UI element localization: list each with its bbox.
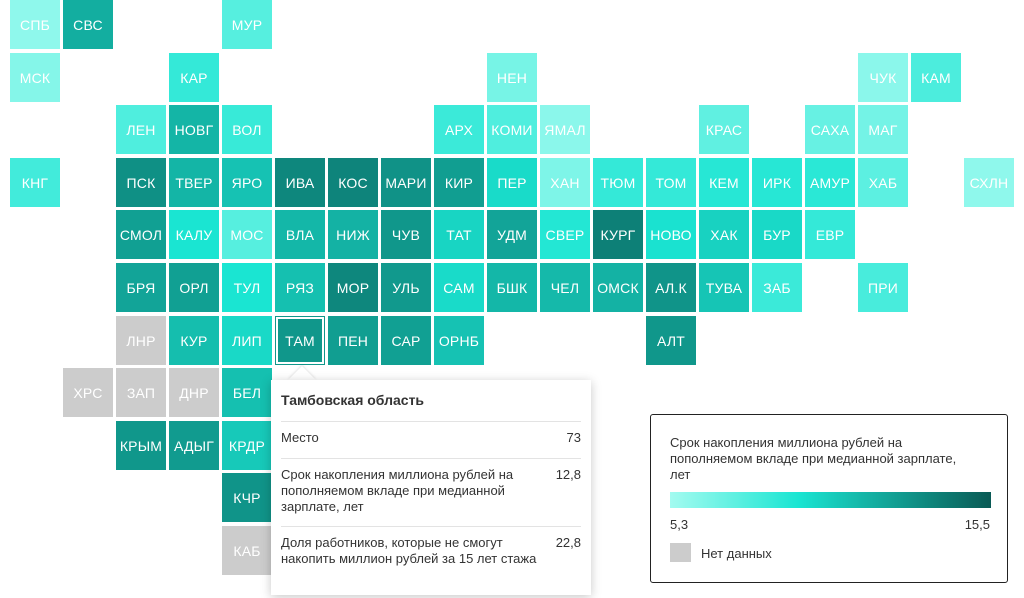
region-tile[interactable]: ЧУВ: [381, 210, 431, 259]
region-tile[interactable]: БРЯ: [116, 263, 166, 312]
region-tile[interactable]: ИРК: [752, 158, 802, 207]
region-tile[interactable]: ЯРО: [222, 158, 272, 207]
region-tile[interactable]: АЛ.К: [646, 263, 696, 312]
legend-title: Срок накопления миллиона рублей на попол…: [670, 435, 957, 482]
region-tile[interactable]: ЛИП: [222, 316, 272, 365]
legend-min-label: 5,3: [670, 517, 689, 532]
region-tile[interactable]: КЕМ: [699, 158, 749, 207]
region-tile[interactable]: МАРИ: [381, 158, 431, 207]
region-tile[interactable]: АМУР: [805, 158, 855, 207]
region-tile[interactable]: ПЕН: [328, 316, 378, 365]
region-tile[interactable]: ТУЛ: [222, 263, 272, 312]
tooltip-value-years: 12,8: [555, 467, 581, 482]
region-tile[interactable]: ЕВР: [805, 210, 855, 259]
region-tile[interactable]: СПБ: [10, 0, 60, 49]
region-tile[interactable]: УЛЬ: [381, 263, 431, 312]
region-tile[interactable]: ХАБ: [858, 158, 908, 207]
region-tile[interactable]: ОРЛ: [169, 263, 219, 312]
region-tile[interactable]: НОВО: [646, 210, 696, 259]
tooltip-row-share: Доля работников, которые не смогут накоп…: [281, 526, 581, 593]
region-tile[interactable]: ХАК: [699, 210, 749, 259]
tooltip-label-years: Срок накопления миллиона рублей на попол…: [281, 467, 514, 514]
region-tile[interactable]: КОМИ: [487, 105, 537, 154]
region-tile[interactable]: АДЫГ: [169, 421, 219, 470]
region-tile[interactable]: ХАН: [540, 158, 590, 207]
region-tile[interactable]: МАГ: [858, 105, 908, 154]
region-tile[interactable]: САР: [381, 316, 431, 365]
tooltip-label-share: Доля работников, которые не смогут накоп…: [281, 535, 537, 566]
region-tile[interactable]: ЛНР: [116, 316, 166, 365]
region-tile[interactable]: КАР: [169, 53, 219, 102]
region-tile[interactable]: НИЖ: [328, 210, 378, 259]
region-tile[interactable]: ПРИ: [858, 263, 908, 312]
region-tile[interactable]: КУРГ: [593, 210, 643, 259]
region-tile[interactable]: КРДР: [222, 421, 272, 470]
region-tile[interactable]: КУР: [169, 316, 219, 365]
region-tile[interactable]: ТОМ: [646, 158, 696, 207]
tooltip-title: Тамбовская область: [281, 392, 425, 408]
region-tile[interactable]: РЯЗ: [275, 263, 325, 312]
region-tile[interactable]: НЕН: [487, 53, 537, 102]
region-tile[interactable]: МСК: [10, 53, 60, 102]
region-tile[interactable]: КЧР: [222, 473, 272, 522]
legend-nodata-label: Нет данных: [701, 546, 772, 561]
region-tile[interactable]: МОР: [328, 263, 378, 312]
region-tile[interactable]: КАМ: [911, 53, 961, 102]
region-tile[interactable]: САХА: [805, 105, 855, 154]
tooltip-value-share: 22,8: [555, 535, 581, 550]
region-tile[interactable]: ЗАБ: [752, 263, 802, 312]
region-tile[interactable]: КАЛУ: [169, 210, 219, 259]
tooltip-row-years: Срок накопления миллиона рублей на попол…: [281, 458, 581, 529]
region-tile[interactable]: БЕЛ: [222, 368, 272, 417]
tooltip-row-rank: Место 73: [281, 421, 581, 466]
region-tile[interactable]: ТЮМ: [593, 158, 643, 207]
region-tile[interactable]: ИВА: [275, 158, 325, 207]
region-tile[interactable]: СМОЛ: [116, 210, 166, 259]
region-tile[interactable]: МУР: [222, 0, 272, 49]
region-tile[interactable]: ВЛА: [275, 210, 325, 259]
region-tile[interactable]: САМ: [434, 263, 484, 312]
region-tile[interactable]: КНГ: [10, 158, 60, 207]
region-tile[interactable]: МОС: [222, 210, 272, 259]
region-tile[interactable]: БШК: [487, 263, 537, 312]
region-tile[interactable]: ОМСК: [593, 263, 643, 312]
tooltip-label-rank: Место: [281, 430, 319, 445]
region-tile[interactable]: ВОЛ: [222, 105, 272, 154]
region-tile[interactable]: КИР: [434, 158, 484, 207]
region-tile[interactable]: ТВЕР: [169, 158, 219, 207]
legend-gradient-bar: [670, 492, 991, 508]
region-tile[interactable]: СВЕР: [540, 210, 590, 259]
region-tile[interactable]: КРЫМ: [116, 421, 166, 470]
region-tile[interactable]: КОС: [328, 158, 378, 207]
region-tile[interactable]: ЗАП: [116, 368, 166, 417]
region-tile[interactable]: ОРНБ: [434, 316, 484, 365]
region-tile[interactable]: СВС: [63, 0, 113, 49]
color-legend: Срок накопления миллиона рублей на попол…: [650, 414, 1008, 583]
region-tile[interactable]: ЧЕЛ: [540, 263, 590, 312]
region-tile[interactable]: ПЕР: [487, 158, 537, 207]
region-tile[interactable]: УДМ: [487, 210, 537, 259]
region-tile[interactable]: ТАТ: [434, 210, 484, 259]
region-tile[interactable]: ЛЕН: [116, 105, 166, 154]
region-tile[interactable]: АРХ: [434, 105, 484, 154]
region-tile[interactable]: КАБ: [222, 526, 272, 575]
region-tile[interactable]: ТАМ: [275, 316, 325, 365]
region-tile[interactable]: АЛТ: [646, 316, 696, 365]
region-tooltip: Тамбовская область Место 73 Срок накопле…: [271, 380, 591, 595]
region-tile[interactable]: ПСК: [116, 158, 166, 207]
tooltip-value-rank: 73: [566, 430, 581, 445]
region-tile[interactable]: ЧУК: [858, 53, 908, 102]
legend-max-label: 15,5: [964, 517, 990, 532]
region-tile[interactable]: ДНР: [169, 368, 219, 417]
region-tile[interactable]: НОВГ: [169, 105, 219, 154]
region-tile[interactable]: ТУВА: [699, 263, 749, 312]
tooltip-arrow: [288, 366, 316, 380]
region-tile[interactable]: СХЛН: [964, 158, 1014, 207]
region-tile[interactable]: БУР: [752, 210, 802, 259]
region-tile[interactable]: ХРС: [63, 368, 113, 417]
region-tile[interactable]: ЯМАЛ: [540, 105, 590, 154]
legend-nodata-swatch: [670, 543, 691, 562]
region-tile[interactable]: КРАС: [699, 105, 749, 154]
